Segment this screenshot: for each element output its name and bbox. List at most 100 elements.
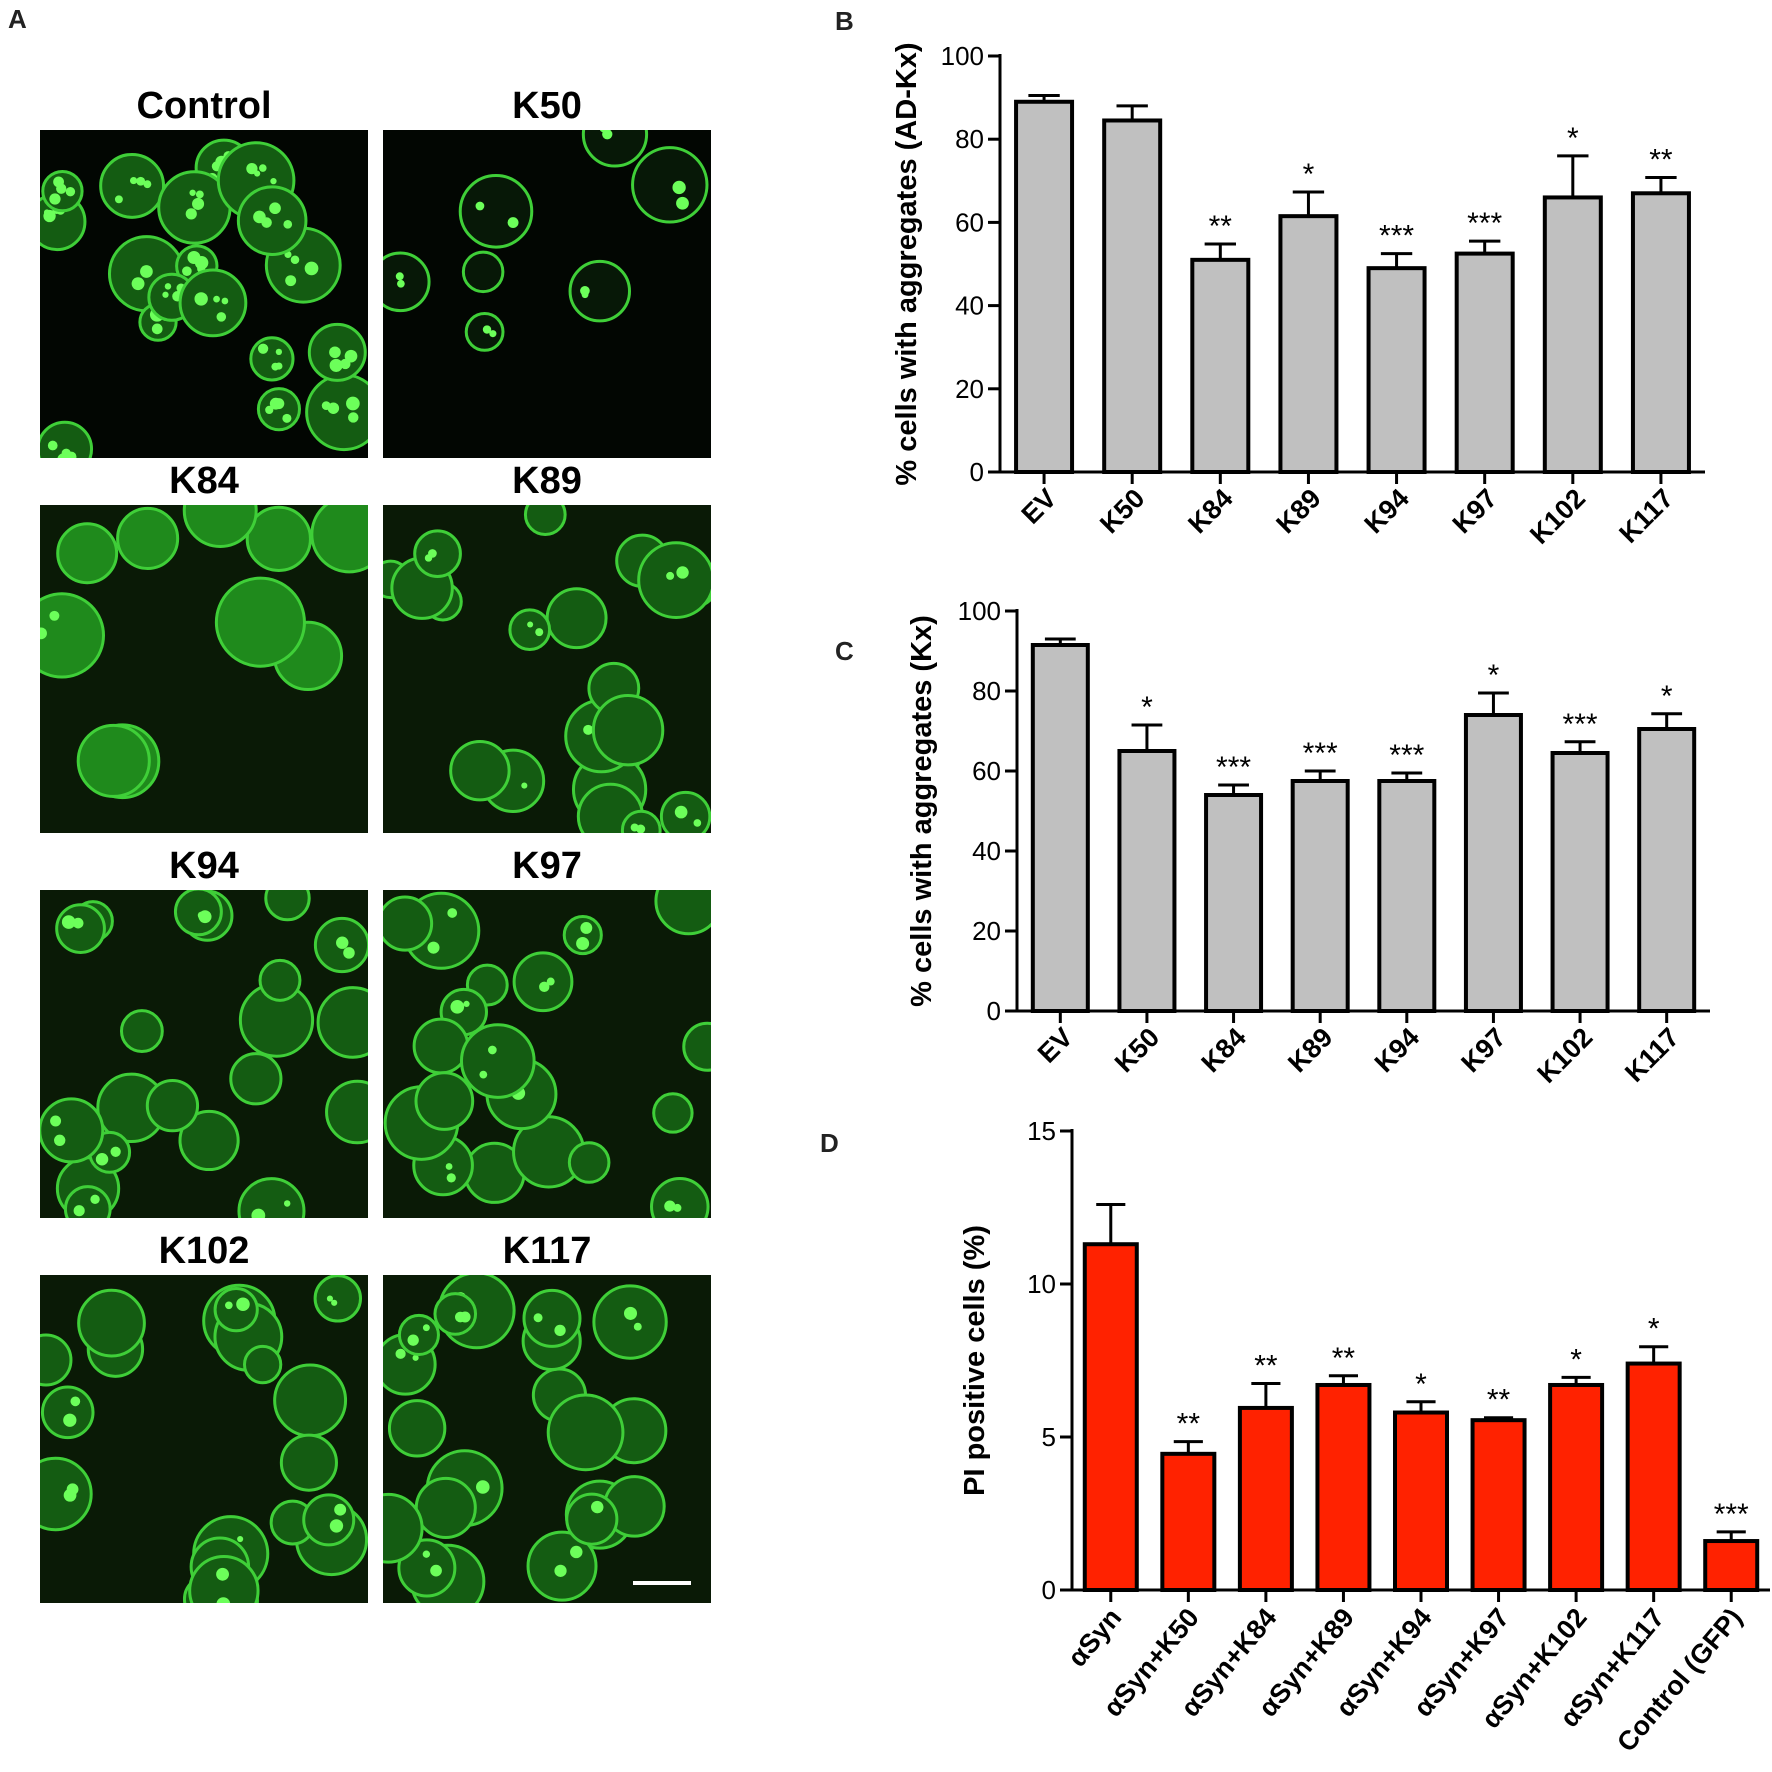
aggregate-spot: [237, 1535, 244, 1543]
cell-shape: [264, 890, 311, 922]
category-label: K102: [1531, 1022, 1598, 1089]
aggregate-spot: [90, 1194, 100, 1205]
cell-shape: [652, 1092, 694, 1134]
cell-shape: [40, 1333, 73, 1387]
aggregate-spot: [225, 1301, 233, 1310]
micrograph-image: [40, 890, 368, 1218]
cell-shape: [592, 1284, 668, 1360]
aggregate-spot: [151, 323, 163, 335]
aggregate-spot: [344, 349, 358, 363]
cell-shape: [523, 505, 567, 536]
aggregate-spot: [195, 190, 204, 199]
micrograph-grid: Control K50 K84 K89 K94 K97 K102 K117: [40, 85, 711, 1614]
cell-shape: [302, 1493, 356, 1547]
aggregate-spot: [131, 277, 145, 291]
cell-shape: [316, 986, 368, 1059]
cell-shape: [545, 587, 608, 650]
bar: [1237, 1405, 1294, 1593]
aggregate-spot: [251, 1208, 266, 1218]
aggregate-spot: [488, 1045, 497, 1055]
aggregate-spot: [110, 1146, 121, 1157]
aggregate-spot: [192, 197, 205, 210]
bar: [1463, 713, 1523, 1013]
aggregate-spot: [246, 162, 258, 175]
aggregate-spot: [43, 209, 50, 216]
cell-shape: [433, 1292, 478, 1336]
bar: [1030, 643, 1090, 1013]
aggregate-spot: [676, 196, 689, 210]
panel-d-letter: D: [820, 1128, 839, 1158]
aggregate-spot: [581, 291, 589, 299]
cell-shape: [654, 890, 711, 936]
cell-shape: [229, 1052, 283, 1106]
aggregate-spot: [475, 201, 485, 211]
aggregate-spot: [583, 724, 594, 735]
bar: [1190, 257, 1251, 474]
bar: [1703, 1539, 1760, 1593]
aggregate-spot: [258, 164, 267, 172]
aggregate-spot: [63, 1488, 77, 1502]
aggregate-spot: [407, 1334, 419, 1346]
category-label: K50: [1094, 483, 1150, 539]
cell-shape: [313, 1275, 363, 1323]
category-label: K102: [1524, 483, 1591, 550]
panel-c-letter: C: [835, 636, 854, 666]
cell-shape: [682, 1021, 711, 1072]
cell-shape: [310, 505, 368, 574]
cell-shape: [412, 1017, 470, 1075]
cell-shape: [508, 608, 552, 652]
category-label: EV: [1016, 483, 1063, 530]
bar: [1393, 1410, 1449, 1593]
aggregate-spot: [329, 346, 341, 359]
cell-shape: [116, 506, 180, 570]
aggregate-spot: [336, 936, 349, 949]
significance-mark: *: [1488, 659, 1500, 692]
cell-shape: [387, 1399, 447, 1458]
y-tick-label: 20: [955, 374, 984, 404]
panel-b: B 0 20 40 60 80 100 % cells with aggregates (A…: [835, 6, 1705, 550]
aggregate-spot: [554, 1324, 566, 1337]
cell-shape: [76, 723, 151, 798]
aggregate-spot: [73, 1205, 85, 1217]
aggregate-spot: [216, 1597, 231, 1603]
significance-mark: ***: [1303, 737, 1338, 770]
cell-shape: [99, 152, 166, 219]
aggregate-spot: [129, 176, 138, 185]
cell-shape: [63, 1185, 112, 1218]
cell-shape: [40, 1456, 93, 1532]
cell-shape: [383, 251, 431, 313]
aggregate-spot: [570, 1545, 583, 1559]
aggregate-spot: [395, 272, 404, 281]
category-label: K97: [1455, 1022, 1511, 1078]
significance-mark: *: [1415, 1368, 1427, 1401]
y-tick-label: 0: [1042, 1575, 1056, 1605]
aggregate-spot: [66, 451, 77, 458]
aggregate-spot: [270, 177, 277, 185]
aggregate-spot: [535, 628, 544, 637]
aggregate-spot: [140, 267, 149, 276]
category-label: αSyn: [1062, 1603, 1127, 1673]
aggregate-spot: [216, 312, 227, 322]
aggregate-spot: [65, 186, 76, 197]
cell-shape: [40, 1097, 105, 1164]
aggregate-spot: [253, 210, 266, 224]
cell-shape: [461, 250, 505, 294]
cell-shape: [512, 951, 574, 1013]
cell-shape: [305, 373, 368, 452]
bar: [1082, 1242, 1139, 1592]
cell-shape: [325, 1079, 368, 1145]
y-tick-label: 80: [972, 676, 1001, 706]
y-axis-label: PI positive cells (%): [959, 1225, 991, 1496]
aggregate-spot: [674, 805, 688, 819]
aggregate-spot: [56, 183, 67, 194]
aggregate-spot: [201, 1603, 212, 1614]
cell-shape: [449, 739, 511, 802]
aggregate-spot: [397, 279, 405, 288]
category-label: EV: [1032, 1022, 1079, 1069]
aggregate-spot: [630, 823, 639, 832]
aggregate-spot: [275, 362, 283, 370]
bar: [1454, 251, 1515, 474]
y-tick-label: 10: [1027, 1269, 1056, 1299]
aggregate-spot: [329, 358, 343, 372]
